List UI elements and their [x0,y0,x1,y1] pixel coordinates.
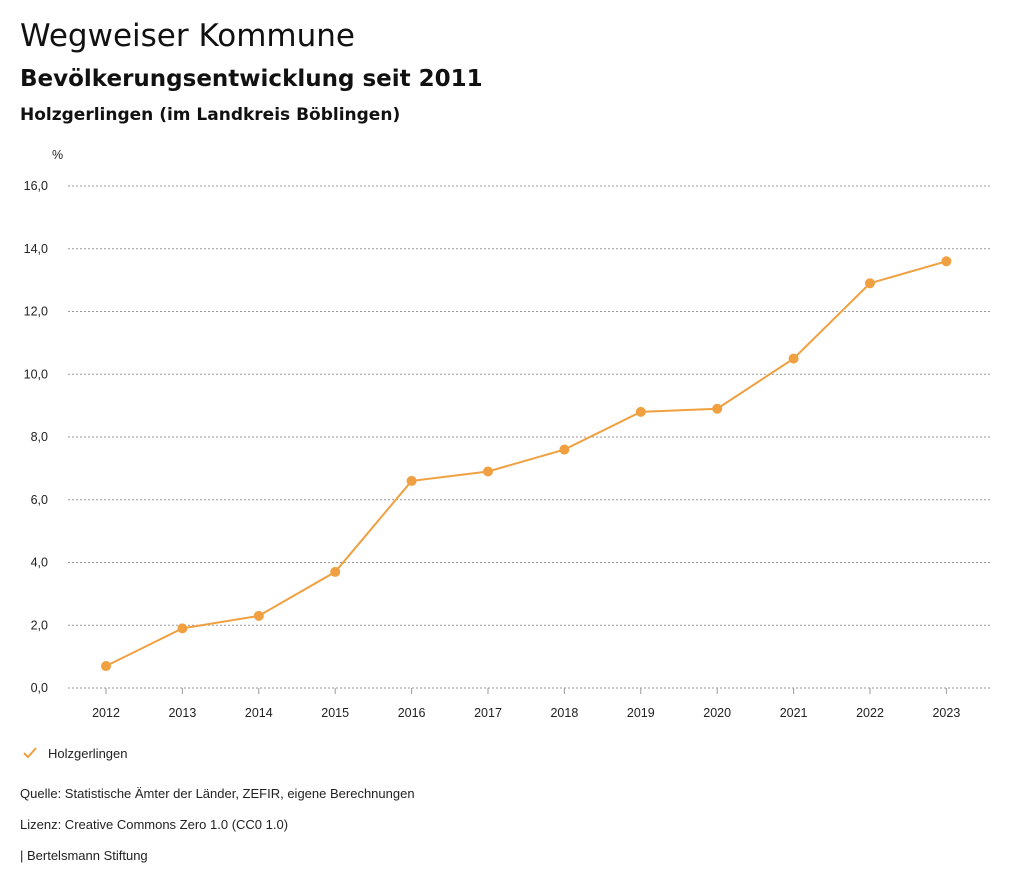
x-tick-label: 2015 [321,706,349,720]
x-tick-label: 2022 [856,706,884,720]
x-tick-label: 2021 [780,706,808,720]
data-point[interactable] [788,353,799,364]
y-tick-label: 8,0 [31,430,48,444]
legend-label: Holzgerlingen [48,745,128,761]
data-point[interactable] [635,406,646,417]
y-axis-ticks: 0,0 2,0 4,0 6,0 8,0 10,0 12,0 14,0 16,0 [24,179,48,695]
data-point[interactable] [406,475,417,486]
y-tick-label: 12,0 [24,305,48,319]
data-point[interactable] [712,403,723,414]
x-axis-ticks: 2012 2013 2014 2015 2016 2017 2018 2019 2020 2021… [92,688,960,720]
series-holzgerlingen [101,256,952,672]
y-tick-label: 2,0 [31,618,48,632]
data-point[interactable] [865,278,875,289]
line-chart: % 0,02,04,06,08,010,012,014,016,0 2012 20… [24,148,990,720]
x-tick-label: 2016 [398,706,426,720]
source-note: Quelle: Statistische Ämter der Länder, Z… [20,786,415,801]
data-point[interactable] [559,444,570,455]
series-line [105,260,947,667]
data-point[interactable] [253,610,264,621]
legend-toggle-holzgerlingen[interactable]: Holzgerlingen [22,745,128,761]
y-tick-label: 4,0 [31,556,48,570]
y-tick-label: 0,0 [31,681,48,695]
check-icon [23,747,37,759]
grid-lines [68,185,990,689]
x-tick-label: 2014 [245,706,273,720]
data-point[interactable] [483,466,493,477]
y-tick-label: 16,0 [24,179,48,193]
publisher-note: | Bertelsmann Stiftung [20,848,148,863]
data-point[interactable] [177,623,188,634]
chart-subtitle: Bevölkerungsentwicklung seit 2011 [20,66,483,92]
y-tick-label: 6,0 [31,493,48,507]
y-tick-label: 10,0 [24,367,48,381]
data-point[interactable] [941,256,952,267]
data-point[interactable] [330,566,341,577]
chart-legend: Holzgerlingen [22,745,128,761]
x-tick-label: 2023 [932,706,960,720]
x-tick-label: 2017 [474,706,502,720]
x-tick-label: 2018 [550,706,578,720]
x-tick-label: 2020 [703,706,731,720]
region-label: Holzgerlingen (im Landkreis Böblingen) [20,105,401,125]
page-title: Wegweiser Kommune [20,18,355,54]
license-note: Lizenz: Creative Commons Zero 1.0 (CC0 1… [20,817,289,832]
y-tick-label: 14,0 [24,242,48,256]
x-tick-label: 2012 [92,706,120,720]
x-tick-label: 2013 [168,706,196,720]
x-tick-label: 2019 [627,706,655,720]
data-point[interactable] [101,661,111,672]
y-axis-unit-label: % [52,148,63,162]
